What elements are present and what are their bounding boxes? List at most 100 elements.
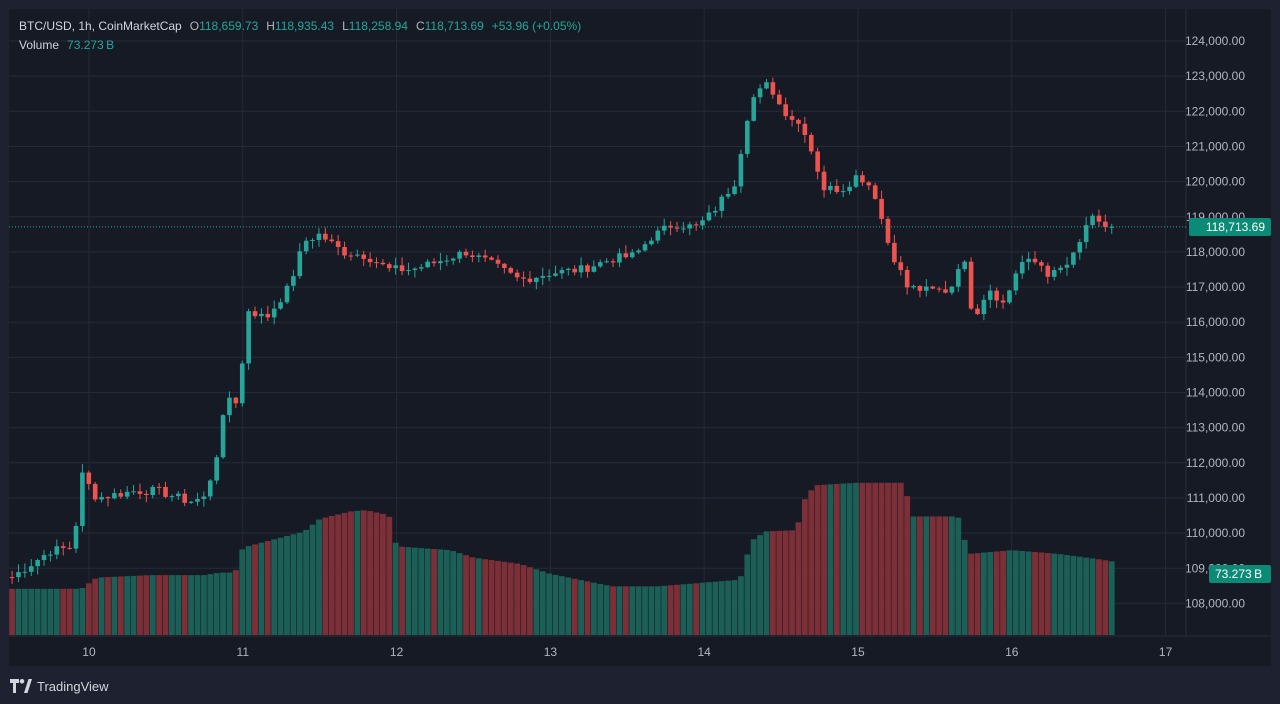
volume-bar [290, 534, 297, 635]
candle-body [591, 266, 597, 272]
candle-body [847, 186, 852, 192]
candle-body [962, 261, 967, 270]
candle-body [783, 104, 788, 117]
volume-bar [117, 576, 124, 635]
candle-body [930, 286, 936, 289]
candle-body [514, 272, 520, 278]
footer[interactable]: TradingView [10, 677, 109, 695]
y-tick-label: 112,000.00 [1186, 456, 1245, 470]
candle-body [9, 577, 15, 579]
candle-body [297, 251, 303, 277]
candle-body [265, 313, 271, 318]
price-chart[interactable]: 124,000.00 123,000.00 122,000.00 121,000.00… [9, 9, 1271, 666]
candle-body [629, 252, 635, 258]
volume-bar [686, 583, 693, 635]
last-price-tag: 118,713.69 [1189, 218, 1271, 236]
candle-body [725, 193, 731, 197]
volume-bar [827, 484, 834, 635]
candle-body [476, 255, 482, 258]
candle-body [412, 268, 418, 271]
candle-body [380, 262, 386, 265]
candle-body [872, 185, 878, 199]
volume-bar [213, 573, 220, 635]
volume-bar [872, 482, 879, 635]
candle-body [310, 239, 315, 241]
x-tick-label: 11 [237, 645, 250, 659]
candle-body [540, 276, 546, 278]
candle-body [22, 571, 28, 573]
volume-bar [264, 541, 271, 635]
candle-body [137, 491, 143, 494]
candle-body [163, 486, 168, 497]
volume-bar [47, 588, 54, 635]
candle-body [67, 547, 72, 549]
candle-body [1083, 225, 1089, 243]
candle-body [227, 397, 232, 416]
candle-body [99, 497, 104, 500]
volume-bar [386, 516, 393, 635]
candle-body [527, 278, 533, 283]
volume-bar [578, 580, 584, 635]
volume-bar [1012, 550, 1019, 635]
volume-bar [929, 516, 936, 635]
volume-bar [348, 511, 354, 635]
volume-bar [475, 558, 482, 635]
volume-bar [181, 575, 188, 635]
volume-bar [200, 575, 207, 635]
candle-body [917, 285, 923, 291]
volume-bar [1083, 557, 1090, 635]
candle-body [489, 257, 494, 260]
symbol-title[interactable]: BTC/USD, 1h, CoinMarketCap [19, 19, 182, 33]
candle-body [904, 270, 910, 288]
chart-area[interactable]: 124,000.00 123,000.00 122,000.00 121,000.00… [9, 9, 1271, 666]
candle-body [105, 497, 111, 499]
volume-legend: Volume 73.273 B [19, 38, 114, 52]
candle-body [796, 119, 801, 124]
volume-bar [942, 516, 949, 635]
candle-body [936, 288, 942, 290]
candle-body [911, 285, 916, 288]
volume-label[interactable]: Volume [19, 38, 60, 52]
volume-bar [399, 546, 405, 635]
candle-body [54, 546, 60, 555]
volume-bar [411, 547, 418, 635]
candle-body [374, 262, 379, 264]
volume-bar [41, 588, 47, 635]
volume-bar [79, 588, 86, 635]
candle-body [406, 270, 411, 272]
volume-bar [891, 482, 898, 635]
candle-body [860, 175, 865, 183]
ohlc-legend: BTC/USD, 1h, CoinMarketCap O118,659.73 H11… [19, 19, 581, 33]
candle-body [418, 267, 424, 269]
volume-bar [271, 539, 278, 635]
candle-body [150, 486, 156, 496]
volume-bar [450, 551, 457, 635]
candle-body [968, 261, 974, 309]
high-label: H [266, 19, 275, 33]
candle-body [585, 265, 590, 272]
candle-body [674, 227, 680, 229]
candle-body [719, 196, 725, 211]
candle-body [188, 501, 194, 503]
volume-bar [968, 553, 974, 635]
candle-body [885, 218, 891, 243]
candle-body [745, 120, 750, 154]
volume-bar [66, 588, 73, 635]
candle-body [431, 261, 437, 264]
volume-bar [1076, 556, 1083, 635]
volume-bar [341, 512, 348, 635]
volume-bar [322, 517, 329, 635]
candle-body [323, 233, 328, 240]
volume-bar [354, 510, 361, 635]
candle-body [559, 269, 565, 274]
candle-body [278, 302, 283, 309]
volume-bar [738, 576, 744, 635]
candle-body [994, 290, 999, 301]
volume-bar [527, 567, 533, 635]
candle-body [361, 254, 367, 259]
candle-body [802, 123, 808, 135]
candle-body [1013, 273, 1019, 291]
volume-bar [980, 552, 987, 635]
volume-bar [622, 586, 629, 635]
volume-bar [194, 575, 201, 635]
